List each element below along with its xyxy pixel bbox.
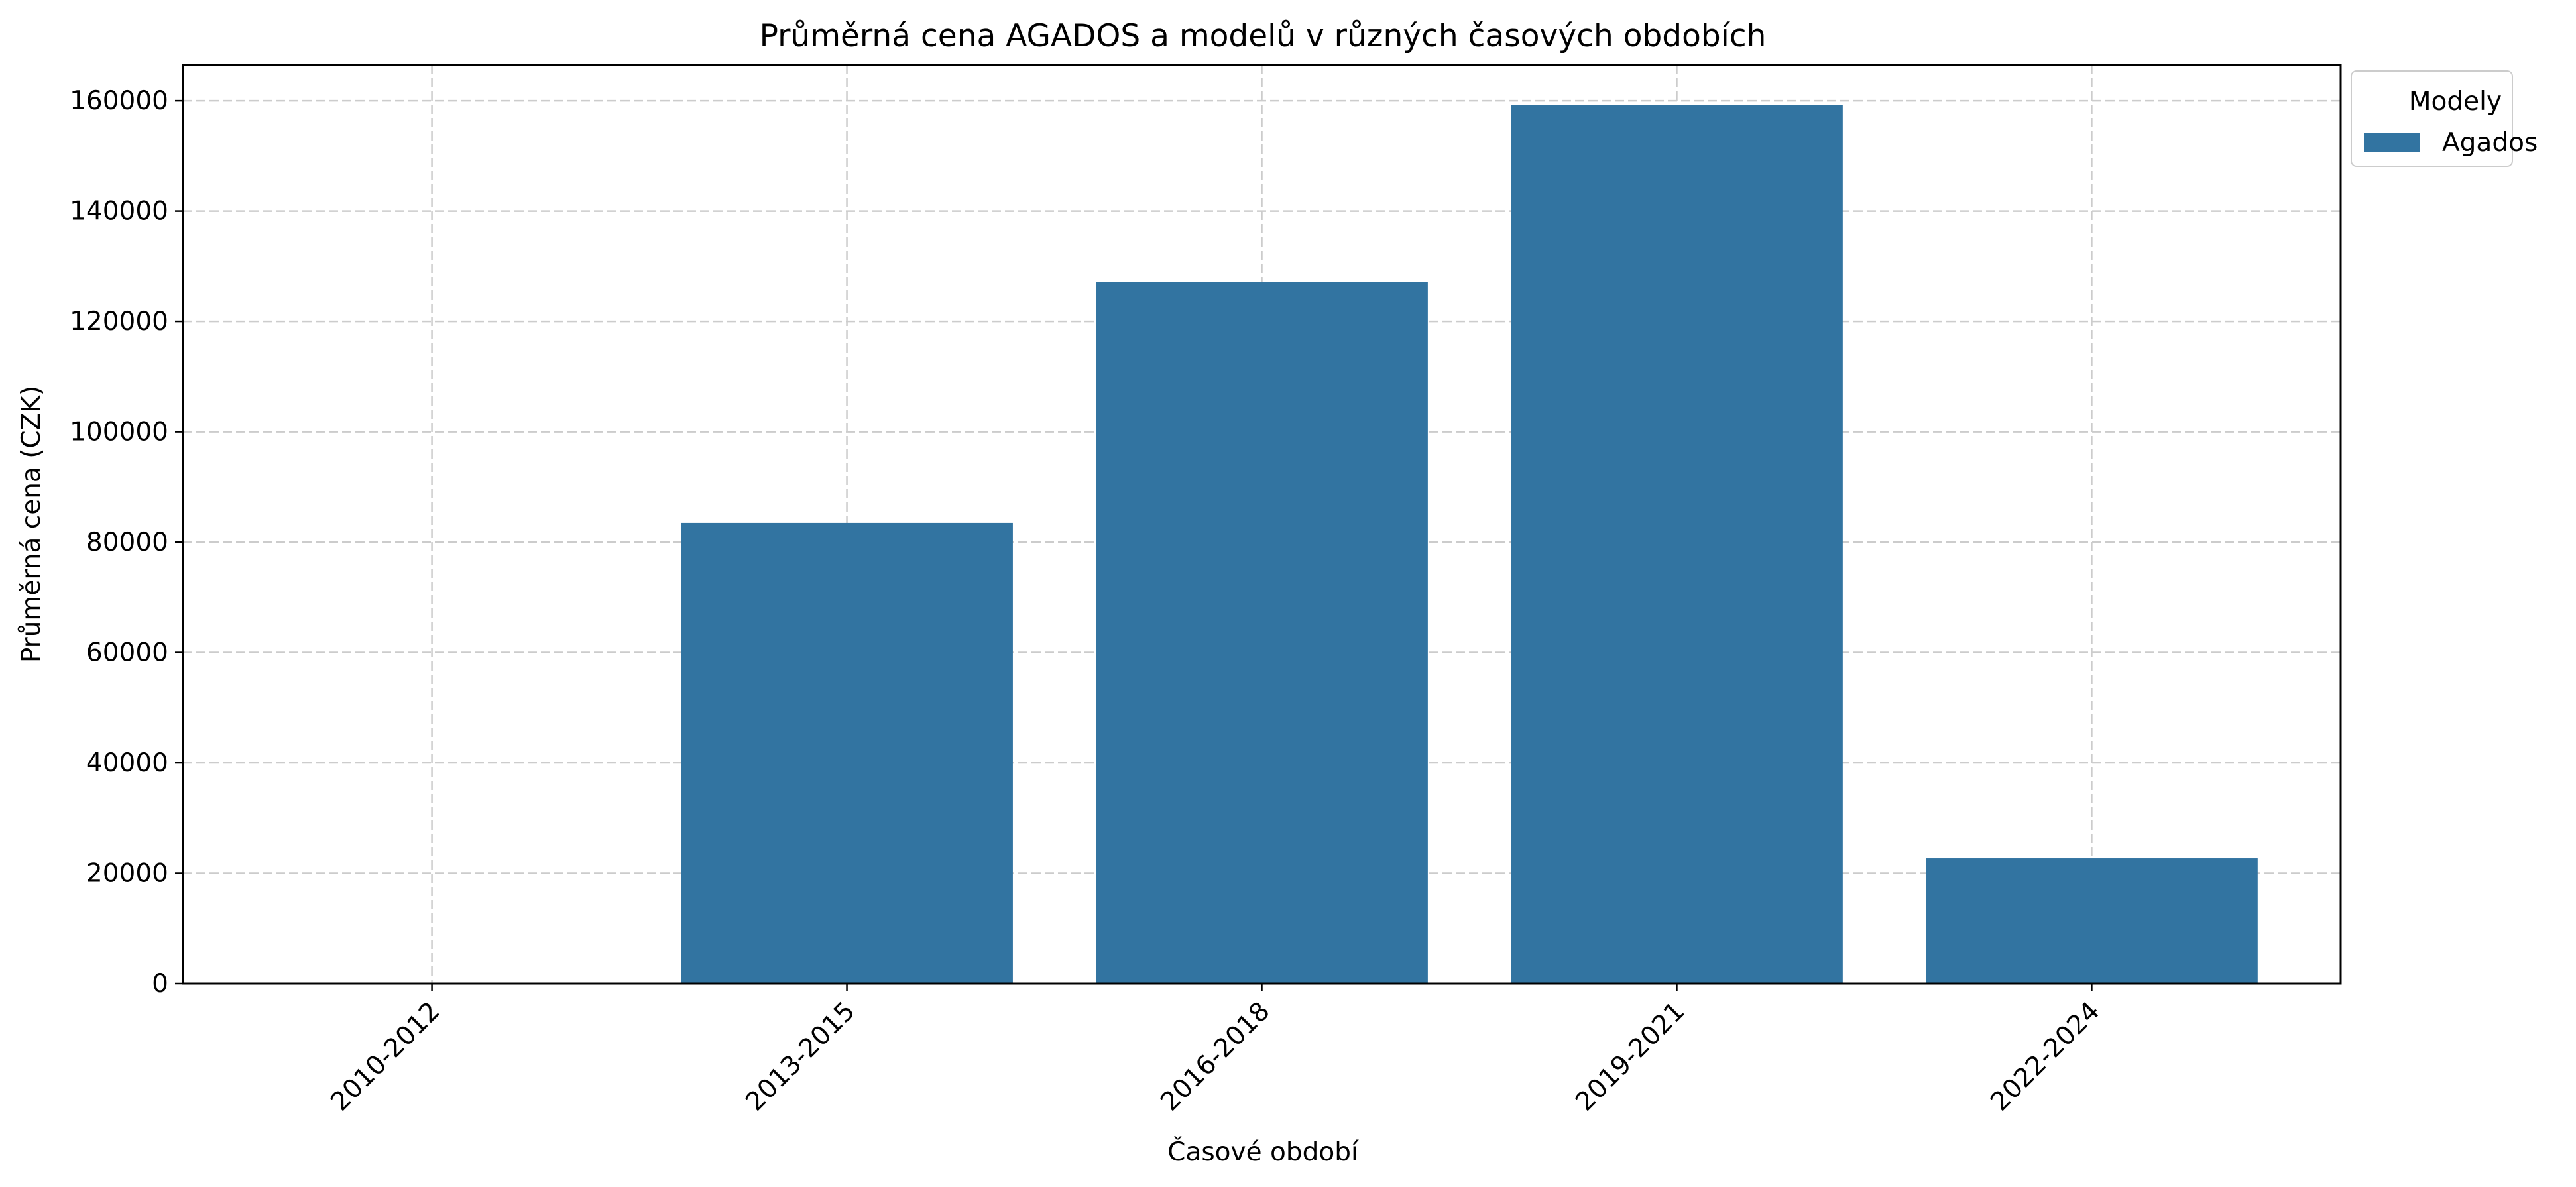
bar-2016-2018	[1096, 282, 1428, 984]
y-tick-label: 0	[152, 969, 168, 999]
bar-2022-2024	[1926, 858, 2258, 984]
x-tick-label: 2019-2021	[1570, 996, 1690, 1117]
y-tick-label: 120000	[70, 307, 168, 337]
y-tick-label: 80000	[86, 528, 168, 557]
y-tick-label: 40000	[86, 748, 168, 778]
y-axis: 0 20000 40000 60000 80000 100000 120000 140000 1…	[70, 86, 183, 999]
x-axis: 2010-2012 2013-2015 2016-2018 2019-2021 2022…	[325, 984, 2105, 1117]
y-tick-label: 60000	[86, 638, 168, 668]
chart-title: Průměrná cena AGADOS a modelů v různých …	[760, 18, 1767, 54]
y-tick-label: 160000	[70, 86, 168, 116]
x-axis-label: Časové období	[1167, 1136, 1359, 1167]
legend-swatch-agados	[2364, 133, 2420, 152]
legend-title: Modely	[2409, 87, 2502, 117]
bars	[681, 105, 2258, 984]
legend-label-agados: Agados	[2442, 128, 2538, 158]
x-tick-label: 2010-2012	[325, 996, 446, 1117]
y-tick-label: 140000	[70, 197, 168, 227]
x-tick-label: 2013-2015	[740, 996, 860, 1117]
y-axis-label: Průměrná cena (CZK)	[17, 386, 46, 663]
x-tick-label: 2022-2024	[1985, 996, 2105, 1117]
bar-2019-2021	[1511, 105, 1843, 984]
y-tick-label: 100000	[70, 418, 168, 447]
legend: Modely Agados	[2351, 70, 2538, 167]
bar-2013-2015	[681, 522, 1013, 984]
y-tick-label: 20000	[86, 859, 168, 889]
x-tick-label: 2016-2018	[1155, 996, 1275, 1117]
